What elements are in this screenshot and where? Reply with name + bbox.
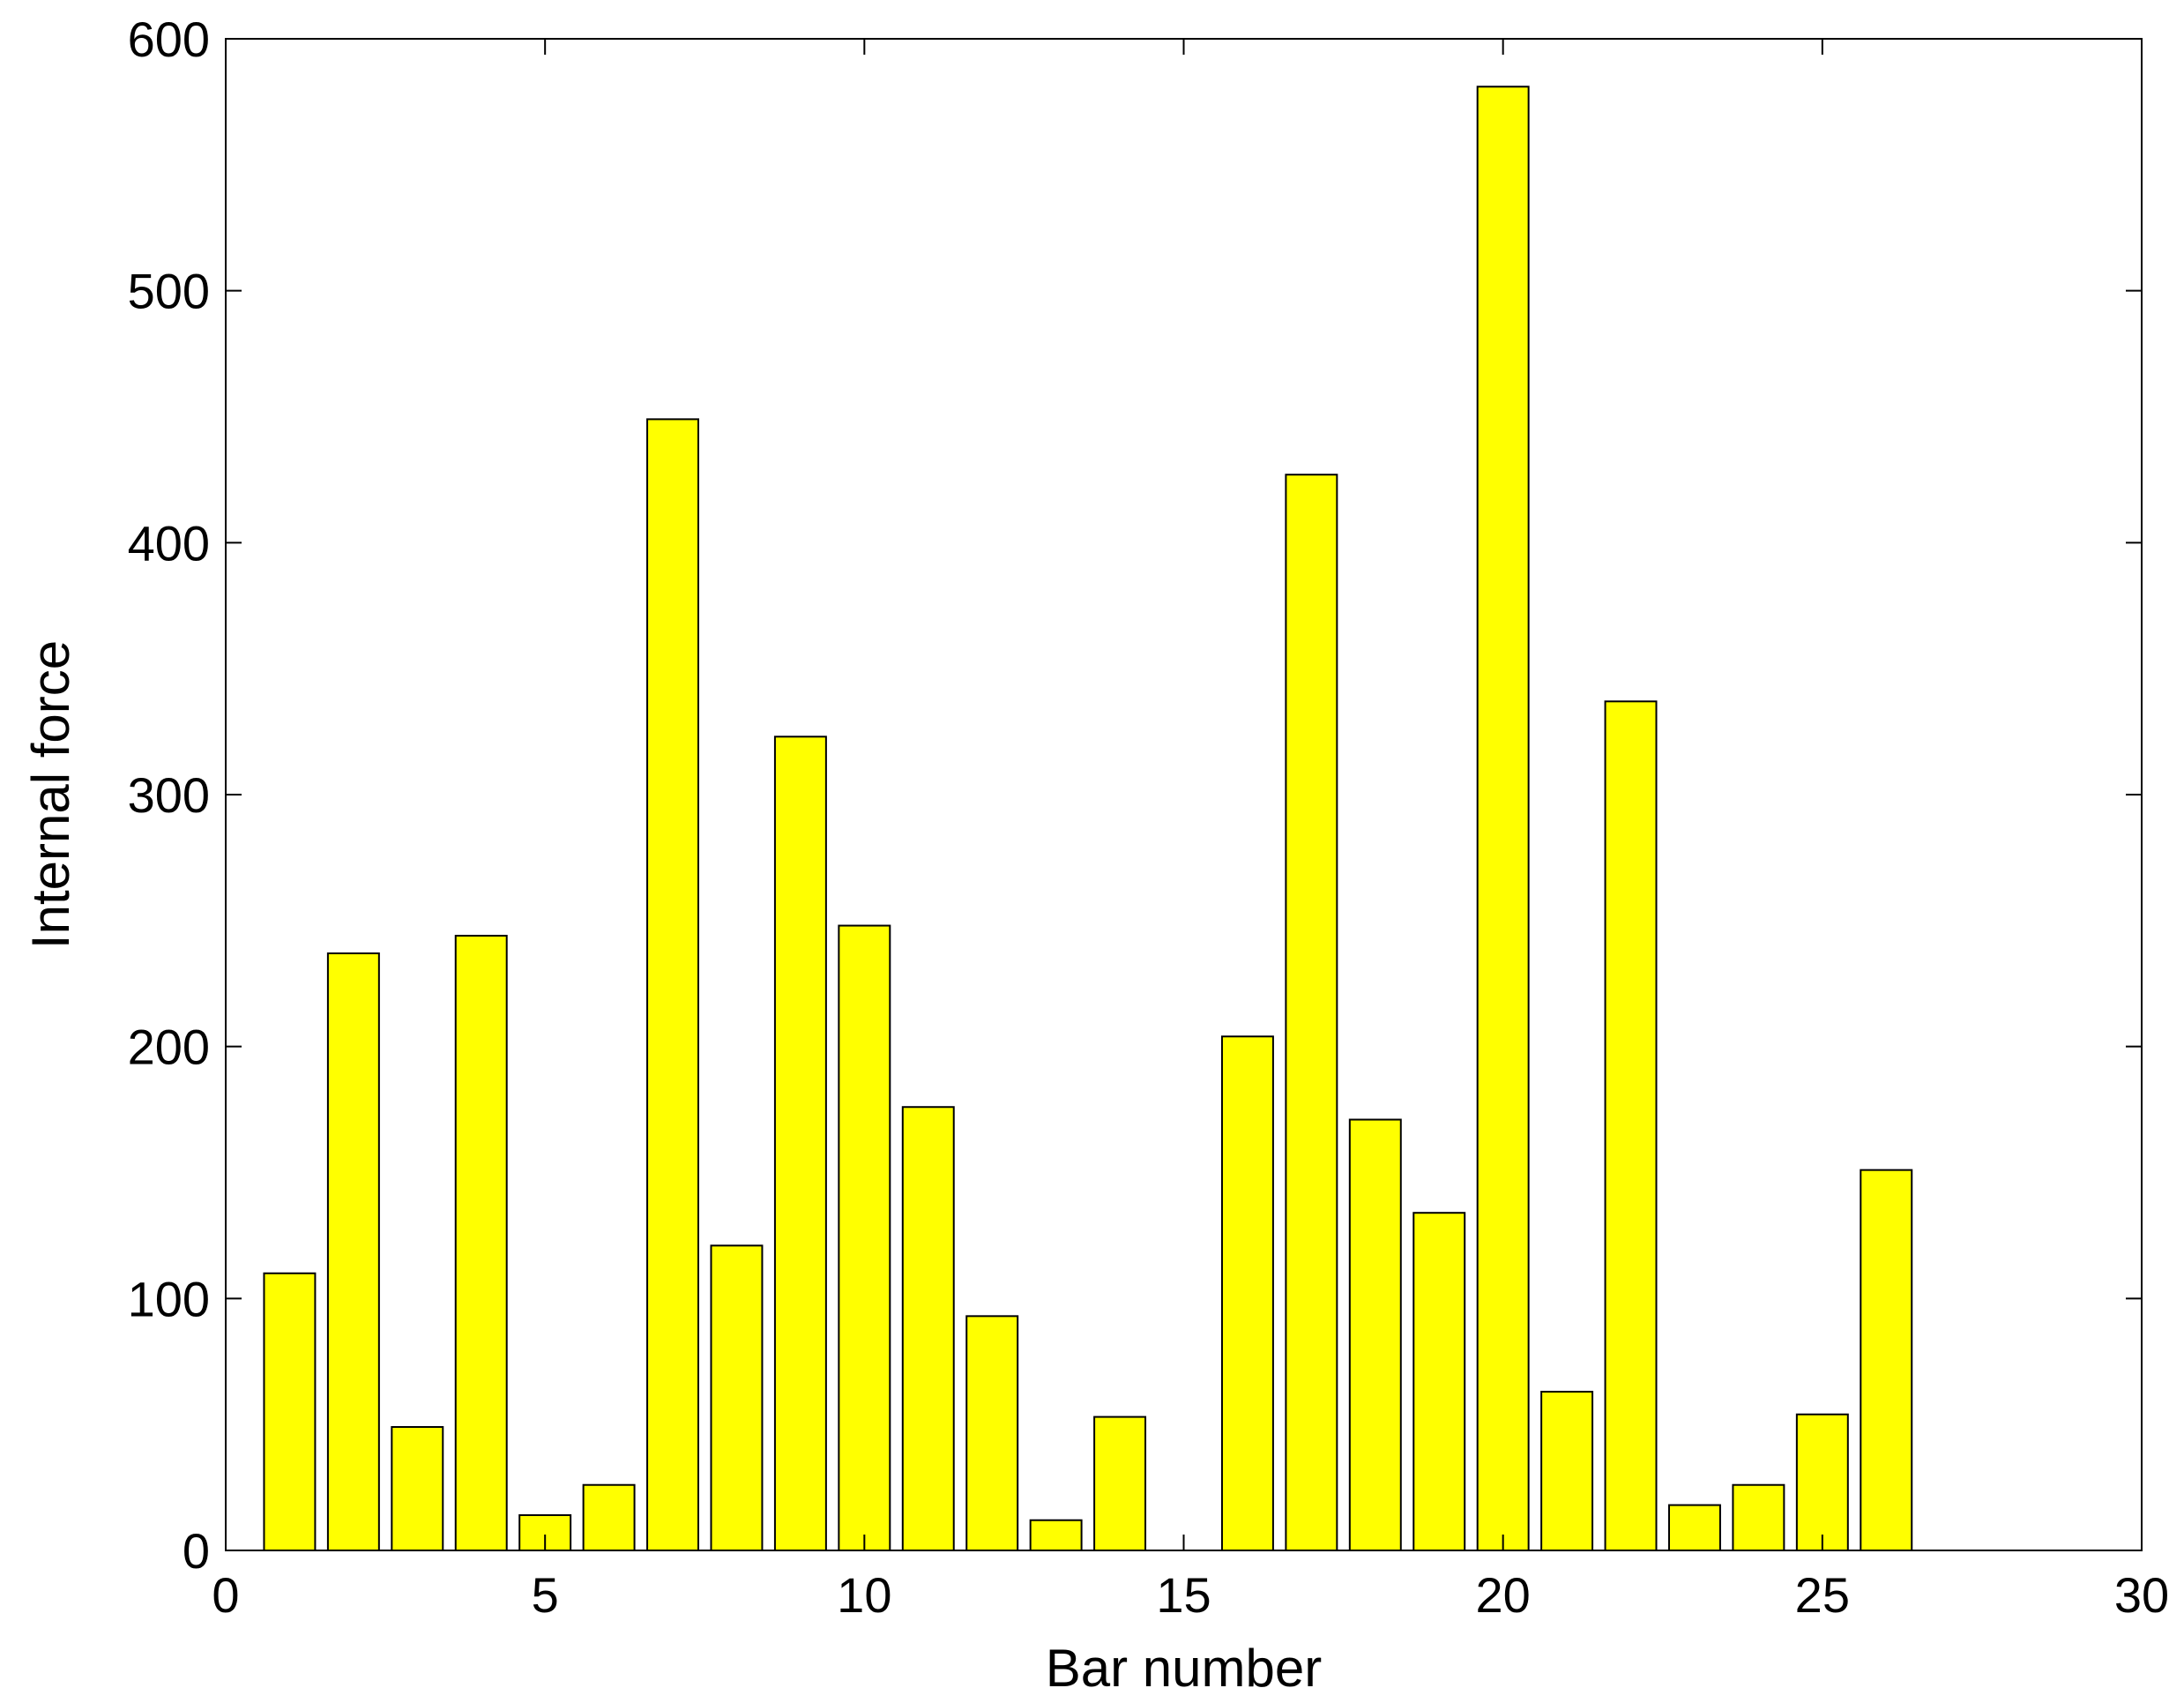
bar-26	[1860, 1169, 1913, 1551]
bar-2	[326, 952, 380, 1551]
x-tick-label-30: 30	[2114, 1567, 2169, 1623]
bar-3	[391, 1426, 444, 1551]
y-tick-label-400: 400	[128, 515, 210, 571]
bars-group	[263, 86, 1913, 1552]
bar-21	[1540, 1391, 1594, 1552]
plot-frame	[225, 38, 2143, 1551]
x-tick-label-5: 5	[532, 1567, 559, 1623]
bar-16	[1220, 1035, 1274, 1551]
bar-20	[1476, 86, 1530, 1552]
y-tick-label-0: 0	[183, 1523, 210, 1579]
bar-17	[1285, 474, 1338, 1551]
bar-19	[1413, 1212, 1466, 1551]
bar-24	[1732, 1483, 1785, 1552]
bar-13	[1029, 1519, 1083, 1551]
y-tick-label-300: 300	[128, 767, 210, 823]
bar-23	[1667, 1504, 1721, 1551]
bar-9	[773, 736, 827, 1551]
bar-22	[1604, 700, 1658, 1551]
x-tick-label-0: 0	[212, 1567, 239, 1623]
y-tick-label-100: 100	[128, 1271, 210, 1326]
bar-10	[838, 924, 891, 1551]
y-tick-label-200: 200	[128, 1020, 210, 1075]
x-tick-label-15: 15	[1156, 1567, 1211, 1623]
bar-8	[710, 1244, 764, 1552]
x-tick-label-10: 10	[837, 1567, 891, 1623]
bar-1	[263, 1272, 317, 1552]
bar-12	[965, 1315, 1019, 1551]
bar-6	[582, 1483, 636, 1552]
bar-14	[1093, 1415, 1147, 1552]
bar-25	[1795, 1413, 1849, 1551]
x-tick-label-20: 20	[1476, 1567, 1531, 1623]
bar-4	[454, 934, 508, 1552]
y-axis-label: Internal force	[21, 640, 80, 949]
y-tick-label-500: 500	[128, 264, 210, 319]
bar-18	[1348, 1118, 1402, 1551]
bar-7	[646, 418, 700, 1551]
bar-11	[901, 1106, 955, 1552]
x-axis-label: Bar number	[1046, 1639, 1322, 1698]
x-tick-label-25: 25	[1795, 1567, 1850, 1623]
y-tick-label-600: 600	[128, 11, 210, 67]
